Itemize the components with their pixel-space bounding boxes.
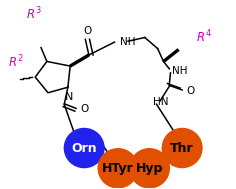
Text: O: O xyxy=(83,26,92,36)
Ellipse shape xyxy=(130,149,169,188)
Text: O: O xyxy=(186,86,195,96)
Text: $R^4$: $R^4$ xyxy=(196,28,212,45)
Text: $R^2$: $R^2$ xyxy=(8,54,24,71)
Ellipse shape xyxy=(162,129,202,168)
Text: N: N xyxy=(65,92,73,102)
Text: Hyp: Hyp xyxy=(136,162,163,175)
Text: HN: HN xyxy=(153,97,169,107)
Ellipse shape xyxy=(98,149,138,188)
Text: HTyr: HTyr xyxy=(102,162,134,175)
Text: Orn: Orn xyxy=(71,142,97,155)
Text: NH: NH xyxy=(172,66,187,76)
Text: NH: NH xyxy=(120,37,136,47)
Ellipse shape xyxy=(64,129,104,168)
Text: $R^3$: $R^3$ xyxy=(26,5,42,22)
Text: O: O xyxy=(80,104,88,114)
Text: Thr: Thr xyxy=(170,142,194,155)
